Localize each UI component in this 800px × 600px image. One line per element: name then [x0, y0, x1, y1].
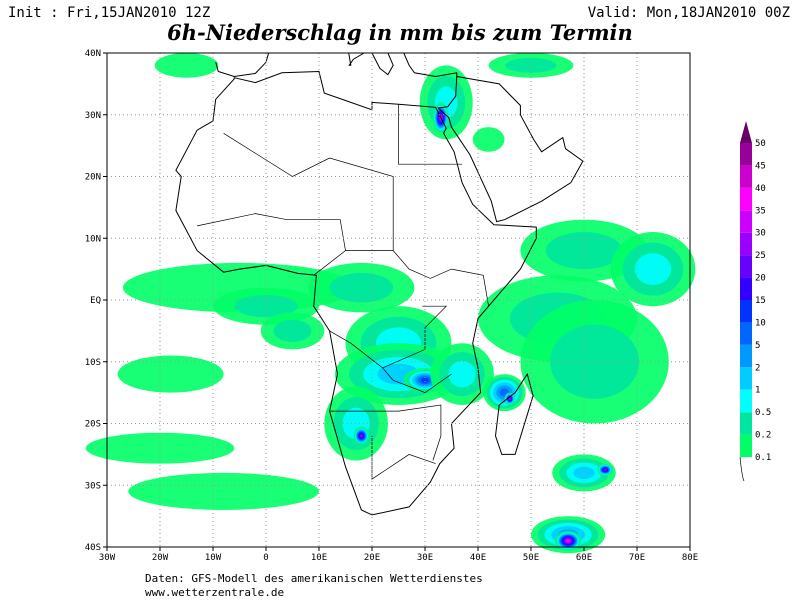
lat-label: 20N [85, 173, 101, 183]
legend-label: 35 [755, 206, 766, 216]
legend-swatch [740, 277, 752, 300]
lat-label: 30S [85, 481, 101, 491]
legend-label: 1 [755, 386, 760, 396]
legend-swatch [740, 367, 752, 390]
map-frame [106, 52, 691, 548]
precip-cell [329, 272, 394, 303]
data-source: Daten: GFS-Modell des amerikanischen Wet… [145, 572, 483, 585]
coastline [437, 75, 584, 223]
precip-cell [234, 295, 298, 318]
lon-label: 40E [470, 553, 486, 563]
precip-cell [566, 539, 570, 543]
lon-label: 60E [576, 553, 592, 563]
lon-label: 30E [417, 553, 433, 563]
legend-label: 2 [755, 363, 760, 373]
legend-swatch [740, 232, 752, 256]
legend-label: 25 [755, 251, 766, 261]
lat-label: 40S [85, 543, 101, 553]
lat-label: 30N [85, 111, 101, 121]
website: www.wetterzentrale.de [145, 586, 284, 599]
border [223, 133, 394, 251]
map-title: 6h-Niederschlag in mm bis zum Termin [167, 20, 633, 45]
legend-swatch [740, 389, 752, 413]
precip-cell [545, 232, 623, 270]
legend-label: 20 [755, 274, 766, 284]
valid-time: Valid: Mon,18JAN2010 00Z [588, 5, 790, 21]
precip-cell [472, 127, 505, 152]
legend-tail [739, 456, 745, 482]
legend-swatch [740, 165, 752, 188]
border [382, 367, 452, 393]
legend-swatch [740, 300, 752, 323]
init-time: Init : Fri,15JAN2010 12Z [8, 5, 210, 21]
coastline [371, 52, 394, 76]
legend-label: 0.1 [755, 453, 771, 463]
graticule: 30W 20W 10W 0 10E 20E 30E 40E 50E 60E 70E 80E 40N 30N… [85, 49, 698, 563]
legend-label: 5 [755, 341, 760, 351]
precip-cell [634, 253, 672, 286]
lat-label: 10S [85, 358, 101, 368]
lon-label: 20E [364, 553, 380, 563]
legend-cap [740, 121, 752, 143]
precip-cell [117, 355, 224, 393]
coastline [348, 52, 365, 66]
precip-cell [128, 472, 319, 510]
border [329, 404, 442, 461]
precip-cell [420, 377, 430, 383]
lon-label: 80E [682, 553, 698, 563]
lon-label: 50E [523, 553, 539, 563]
coastline [215, 52, 270, 78]
precip-cell [360, 434, 363, 438]
precip-cell [509, 397, 511, 400]
border [197, 213, 346, 251]
coastline [175, 70, 537, 516]
border [313, 250, 489, 307]
lon-label: 10W [205, 553, 222, 563]
legend-label: 0.2 [755, 431, 771, 441]
precip-cell [448, 360, 476, 388]
legend-swatch [740, 434, 752, 457]
legend-label: 15 [755, 296, 766, 306]
legend-swatch [740, 210, 752, 233]
coastline [494, 372, 534, 455]
lon-label: 70E [629, 553, 645, 563]
precip-cell [604, 468, 607, 471]
precip-cell [85, 432, 235, 464]
lon-label: 10E [311, 553, 327, 563]
legend-label: 0.5 [755, 408, 771, 418]
lat-label: 40N [85, 49, 101, 59]
coastline [403, 52, 458, 78]
legend-label: 50 [755, 139, 766, 149]
lon-label: 30W [99, 553, 116, 563]
legend-swatch [740, 255, 752, 278]
lon-label: 0 [263, 553, 268, 563]
border [398, 104, 463, 165]
precip-cell [273, 319, 312, 342]
precip-cell [154, 52, 219, 78]
lat-label: 20S [85, 420, 101, 430]
legend-label: 40 [755, 184, 766, 194]
lat-label: 10N [85, 234, 101, 244]
legend-label: 10 [755, 318, 766, 328]
precip-cell [550, 324, 640, 399]
precip-cell [573, 466, 595, 480]
legend-swatch [740, 322, 752, 345]
legend-swatch [740, 412, 752, 435]
precipitation-field [85, 52, 696, 554]
lon-label: 20W [152, 553, 169, 563]
legend-label: 45 [755, 161, 766, 171]
legend-swatch [740, 344, 752, 368]
lat-label: EQ [90, 296, 101, 306]
legend-label: 30 [755, 229, 766, 239]
legend-swatch [740, 143, 752, 166]
legend-swatch [740, 187, 752, 211]
